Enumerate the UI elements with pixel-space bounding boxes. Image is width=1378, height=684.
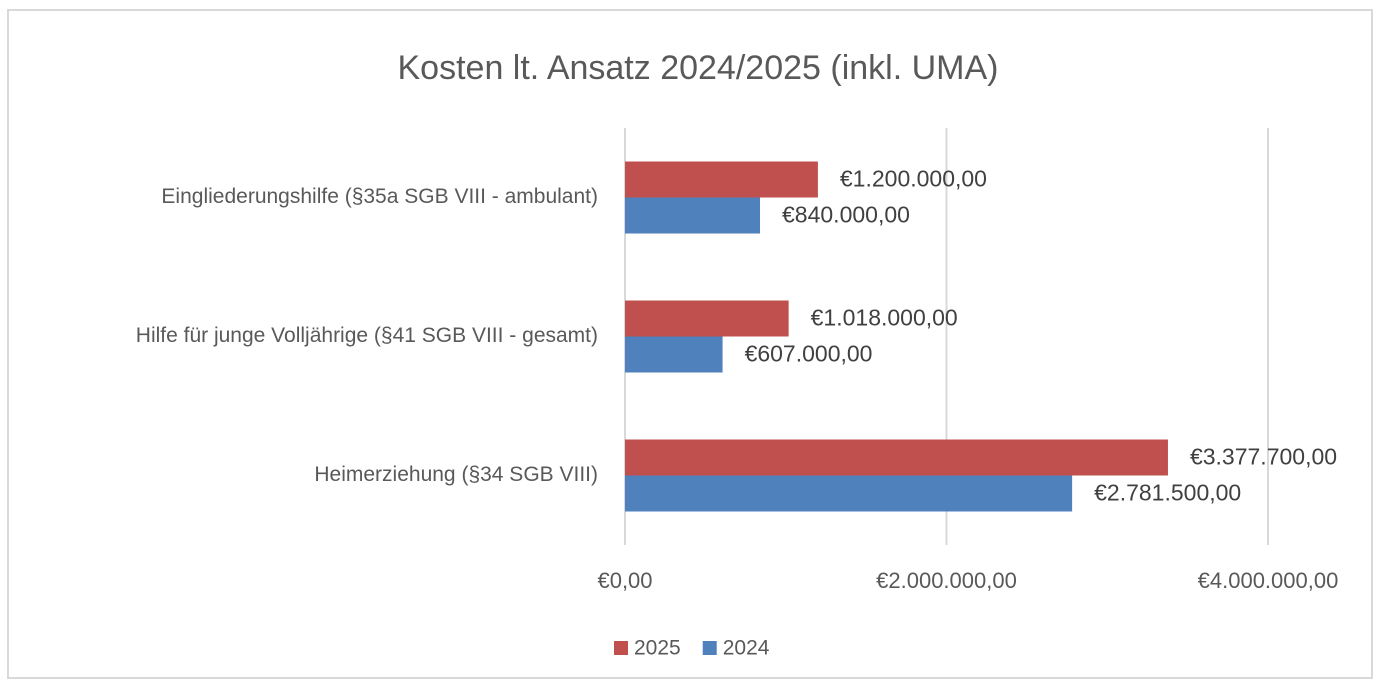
value-label: €607.000,00 [745,341,873,367]
x-tick-label: €0,00 [597,568,652,593]
value-label: €2.781.500,00 [1094,480,1241,506]
bar [625,197,761,234]
bar [625,475,1073,512]
value-label: €1.200.000,00 [840,166,987,192]
x-tick-label: €2.000.000,00 [876,568,1017,593]
legend-label: 2025 [634,637,681,660]
bar [625,439,1168,476]
bar [625,161,818,198]
value-label: €1.018.000,00 [811,305,958,331]
value-label: €3.377.700,00 [1190,444,1337,470]
bar [625,336,723,373]
category-label: Heimerziehung (§34 SGB VIII) [314,463,598,486]
chart-title: Kosten lt. Ansatz 2024/2025 (inkl. UMA) [398,49,999,87]
legend-swatch [702,641,717,655]
value-label: €840.000,00 [782,202,910,228]
category-label: Eingliederungshilfe (§35a SGB VIII - amb… [161,185,598,208]
x-tick-label: €4.000.000,00 [1198,568,1339,593]
legend-swatch [614,641,628,655]
category-label: Hilfe für junge Volljährige (§41 SGB VII… [136,324,598,347]
legend-label: 2024 [723,637,770,660]
bar [625,300,789,337]
